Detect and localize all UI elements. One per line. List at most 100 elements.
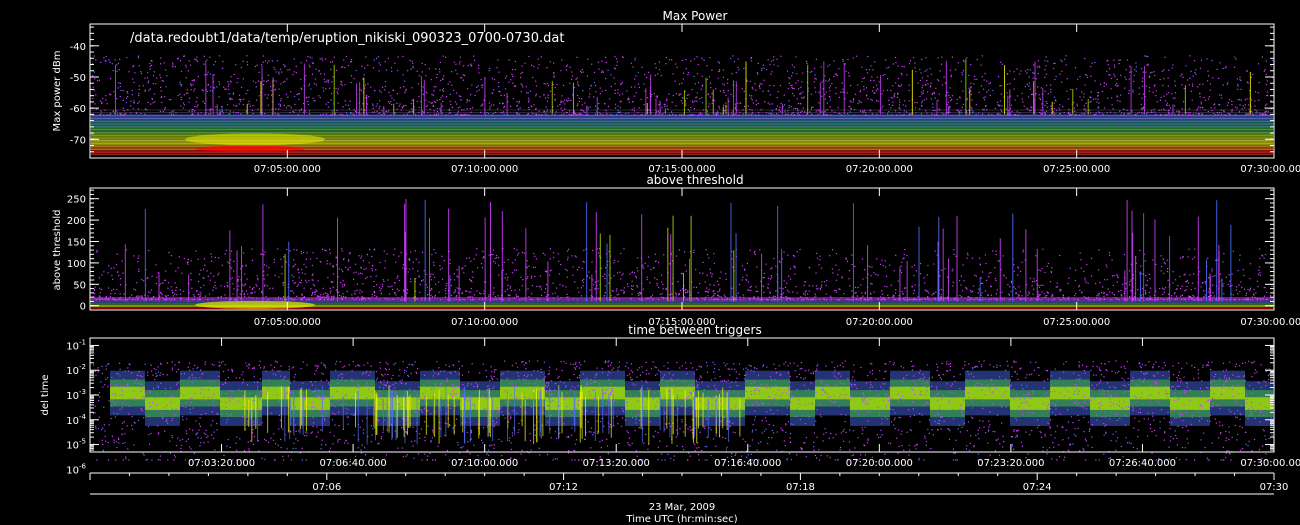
data-point xyxy=(384,85,386,88)
data-point xyxy=(1226,299,1228,301)
data-point xyxy=(989,94,991,96)
data-point xyxy=(1110,77,1113,80)
data-point xyxy=(925,98,928,100)
data-point xyxy=(693,113,695,116)
data-point xyxy=(1037,291,1039,293)
data-point xyxy=(1174,105,1176,107)
data-point xyxy=(558,273,560,275)
data-point xyxy=(544,254,546,256)
data-point xyxy=(691,89,693,91)
data-point xyxy=(1264,69,1266,71)
data-point xyxy=(750,97,752,99)
data-point xyxy=(190,83,192,85)
data-point xyxy=(932,109,934,112)
data-point xyxy=(765,263,767,265)
data-point xyxy=(943,76,945,78)
data-point xyxy=(106,103,108,105)
data-point xyxy=(597,114,599,116)
data-point xyxy=(1258,81,1260,84)
data-point xyxy=(779,106,781,108)
data-point xyxy=(1184,290,1186,292)
data-point xyxy=(578,97,580,99)
data-point xyxy=(853,98,855,100)
data-point xyxy=(690,114,692,116)
data-point xyxy=(363,268,365,270)
data-point xyxy=(620,83,622,85)
data-point xyxy=(973,285,975,287)
data-point xyxy=(739,102,742,104)
data-point xyxy=(637,270,639,272)
data-point xyxy=(473,294,476,296)
data-point xyxy=(312,273,314,275)
data-point xyxy=(1033,288,1035,290)
data-point xyxy=(489,108,491,110)
data-point xyxy=(1182,256,1184,259)
data-point xyxy=(1211,59,1213,62)
data-point xyxy=(871,299,873,301)
data-point xyxy=(1016,111,1018,113)
data-point xyxy=(118,298,120,300)
data-point xyxy=(829,64,831,66)
data-point xyxy=(1045,297,1047,299)
data-point xyxy=(1010,104,1013,106)
data-point xyxy=(218,272,220,274)
data-point xyxy=(605,267,607,269)
data-point xyxy=(1176,297,1178,300)
data-point xyxy=(147,81,149,84)
data-point xyxy=(825,293,827,295)
data-point xyxy=(1219,103,1221,106)
data-point xyxy=(850,108,853,110)
data-point xyxy=(790,113,792,116)
data-point xyxy=(656,278,658,281)
data-point xyxy=(968,87,970,89)
data-point xyxy=(575,113,577,115)
data-point xyxy=(968,114,971,116)
data-point xyxy=(1053,107,1056,110)
data-point xyxy=(362,296,364,298)
data-point xyxy=(429,276,432,278)
data-point xyxy=(804,291,806,293)
data-point xyxy=(771,60,773,62)
data-point xyxy=(776,96,778,99)
data-point xyxy=(426,92,428,94)
data-point xyxy=(759,249,761,251)
data-point xyxy=(577,103,579,105)
data-point xyxy=(213,286,215,288)
data-point xyxy=(535,85,538,87)
data-point xyxy=(1080,292,1083,294)
data-point xyxy=(701,75,703,77)
data-point xyxy=(321,248,324,250)
data-point xyxy=(1117,85,1119,87)
data-point xyxy=(168,99,171,101)
data-point xyxy=(323,299,326,301)
data-point xyxy=(1189,112,1191,114)
data-point xyxy=(773,85,775,87)
data-point xyxy=(1264,111,1266,113)
data-point xyxy=(675,114,677,116)
data-point xyxy=(1068,108,1070,111)
data-point xyxy=(400,299,402,301)
data-point xyxy=(347,259,350,261)
data-point xyxy=(830,299,832,301)
data-point xyxy=(556,287,558,289)
data-point xyxy=(132,65,135,67)
data-point xyxy=(672,113,674,115)
data-point xyxy=(470,65,473,67)
data-point xyxy=(372,107,374,109)
data-point xyxy=(194,59,196,61)
data-point xyxy=(1113,293,1115,295)
data-point xyxy=(904,299,907,301)
data-point xyxy=(649,297,652,299)
data-point xyxy=(723,84,725,86)
data-point xyxy=(647,256,650,258)
data-point xyxy=(968,91,970,94)
data-point xyxy=(494,257,496,260)
data-point xyxy=(752,102,754,104)
data-point xyxy=(731,296,733,298)
data-point xyxy=(508,299,510,301)
data-point xyxy=(1139,249,1141,252)
data-point xyxy=(810,93,812,95)
data-point xyxy=(448,109,450,112)
data-point xyxy=(552,83,554,85)
density-band xyxy=(91,114,1273,121)
